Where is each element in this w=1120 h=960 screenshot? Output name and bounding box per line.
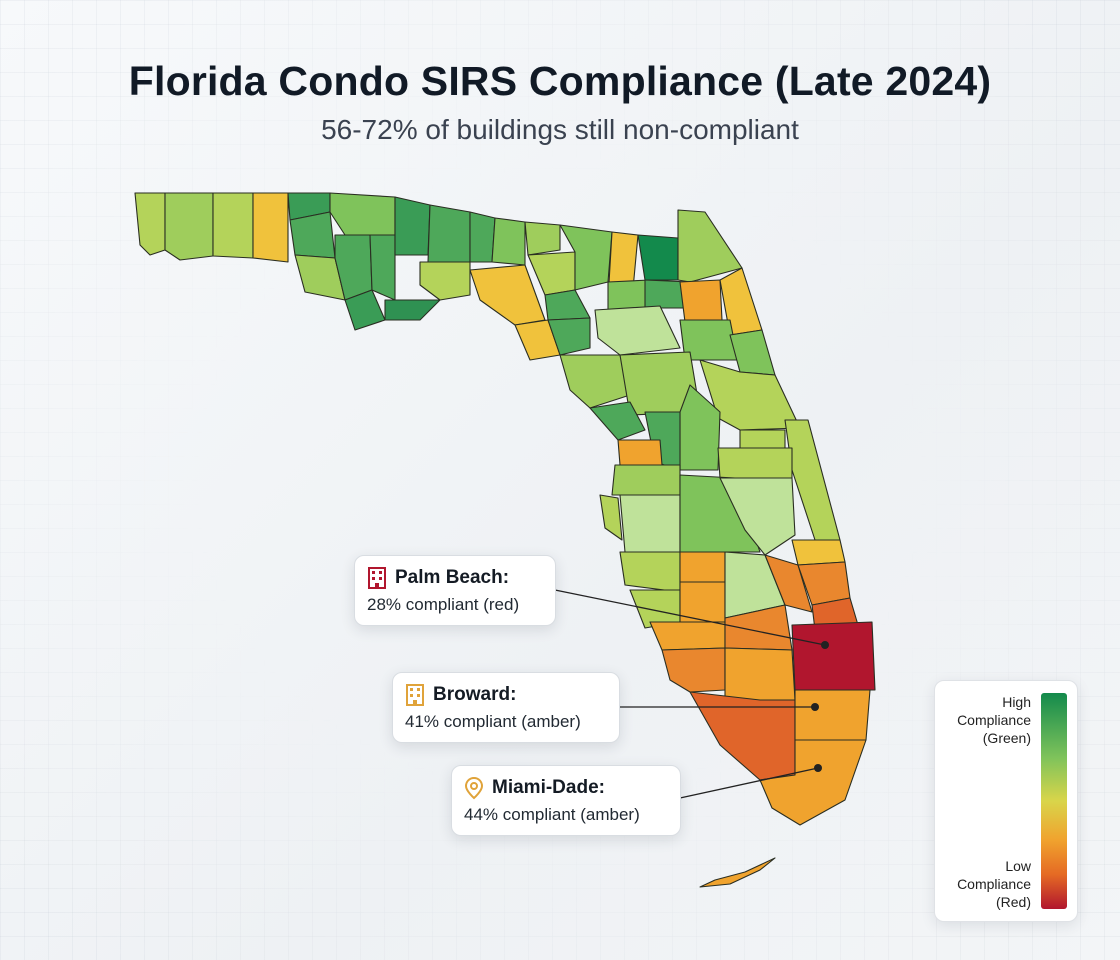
county-gadsden[interactable]: [394, 196, 431, 256]
county-pasco[interactable]: [611, 464, 681, 496]
county-hamilton[interactable]: [524, 221, 561, 256]
county-orange[interactable]: [717, 447, 793, 479]
county-hardee[interactable]: [679, 551, 726, 583]
county-santa-rosa[interactable]: [164, 192, 214, 261]
county-seminole[interactable]: [739, 429, 786, 449]
legend-gradient-bar: [1041, 693, 1067, 909]
county-charlotte[interactable]: [649, 621, 726, 651]
county-okaloosa[interactable]: [212, 192, 254, 259]
county-manatee[interactable]: [619, 551, 681, 593]
county-wakulla[interactable]: [419, 261, 471, 301]
county-franklin[interactable]: [384, 299, 441, 321]
county-washington[interactable]: [289, 211, 336, 259]
county-osceola[interactable]: [719, 477, 796, 556]
building-icon: [368, 567, 386, 589]
county-union[interactable]: [607, 279, 651, 311]
map-title: Florida Condo SIRS Compliance (Late 2024…: [128, 58, 992, 104]
county-leon[interactable]: [427, 204, 471, 263]
color-legend: High Compliance (Green) Low Compliance (…: [934, 680, 1078, 922]
county-columbia[interactable]: [559, 224, 613, 291]
callout-broward: Broward: 41% compliant (amber): [392, 672, 620, 743]
building-icon: [406, 684, 424, 706]
county-hernando[interactable]: [617, 439, 663, 466]
legend-low-line-1: Low: [1005, 858, 1031, 874]
county-levy[interactable]: [559, 354, 631, 409]
county-escambia[interactable]: [134, 192, 166, 256]
county-lafayette[interactable]: [544, 289, 591, 321]
legend-low-label: Low Compliance (Red): [957, 857, 1031, 911]
county-hillsborough[interactable]: [619, 494, 681, 553]
county-taylor[interactable]: [469, 264, 546, 326]
county-clay[interactable]: [679, 279, 723, 323]
county-alachua[interactable]: [594, 305, 681, 356]
county-hendry[interactable]: [724, 647, 796, 701]
callout-value: 28% compliant (red): [367, 595, 520, 614]
county-monroe[interactable]: [699, 857, 776, 888]
callout-name: Palm Beach:: [395, 567, 510, 588]
county-desoto[interactable]: [679, 581, 726, 623]
callout-palm-beach: Palm Beach: 28% compliant (red): [354, 555, 556, 626]
county-broward[interactable]: [794, 689, 871, 741]
callout-name: Miami-Dade:: [492, 777, 605, 798]
legend-high-line-3: (Green): [982, 730, 1031, 746]
callout-value: 41% compliant (amber): [405, 712, 581, 731]
county-walton[interactable]: [252, 192, 289, 263]
county-flagler[interactable]: [729, 329, 776, 376]
legend-high-line-1: High: [1002, 694, 1031, 710]
callout-miami-dade: Miami-Dade: 44% compliant (amber): [451, 765, 681, 836]
county-nassau[interactable]: [637, 234, 679, 281]
county-liberty[interactable]: [369, 234, 396, 301]
legend-high-label: High Compliance (Green): [957, 693, 1031, 747]
legend-low-line-2: Compliance: [957, 876, 1031, 892]
county-suwannee[interactable]: [527, 251, 576, 296]
county-palm-beach[interactable]: [791, 621, 876, 691]
county-indian-river[interactable]: [791, 539, 846, 566]
county-lake[interactable]: [679, 384, 721, 471]
callout-value: 44% compliant (amber): [464, 805, 640, 824]
location-pin-icon: [464, 776, 484, 800]
map-subtitle: 56-72% of buildings still non-compliant: [321, 114, 799, 145]
county-madison[interactable]: [491, 217, 526, 266]
county-duval[interactable]: [677, 209, 743, 283]
county-pinellas[interactable]: [599, 494, 623, 541]
county-jefferson[interactable]: [469, 211, 496, 263]
legend-low-line-3: (Red): [995, 894, 1031, 910]
county-lee[interactable]: [661, 647, 726, 693]
callout-name: Broward:: [433, 684, 517, 705]
county-jackson[interactable]: [329, 192, 396, 236]
county-collier[interactable]: [689, 691, 796, 781]
legend-high-line-2: Compliance: [957, 712, 1031, 728]
county-gilchrist[interactable]: [547, 317, 591, 356]
county-citrus[interactable]: [589, 401, 646, 441]
